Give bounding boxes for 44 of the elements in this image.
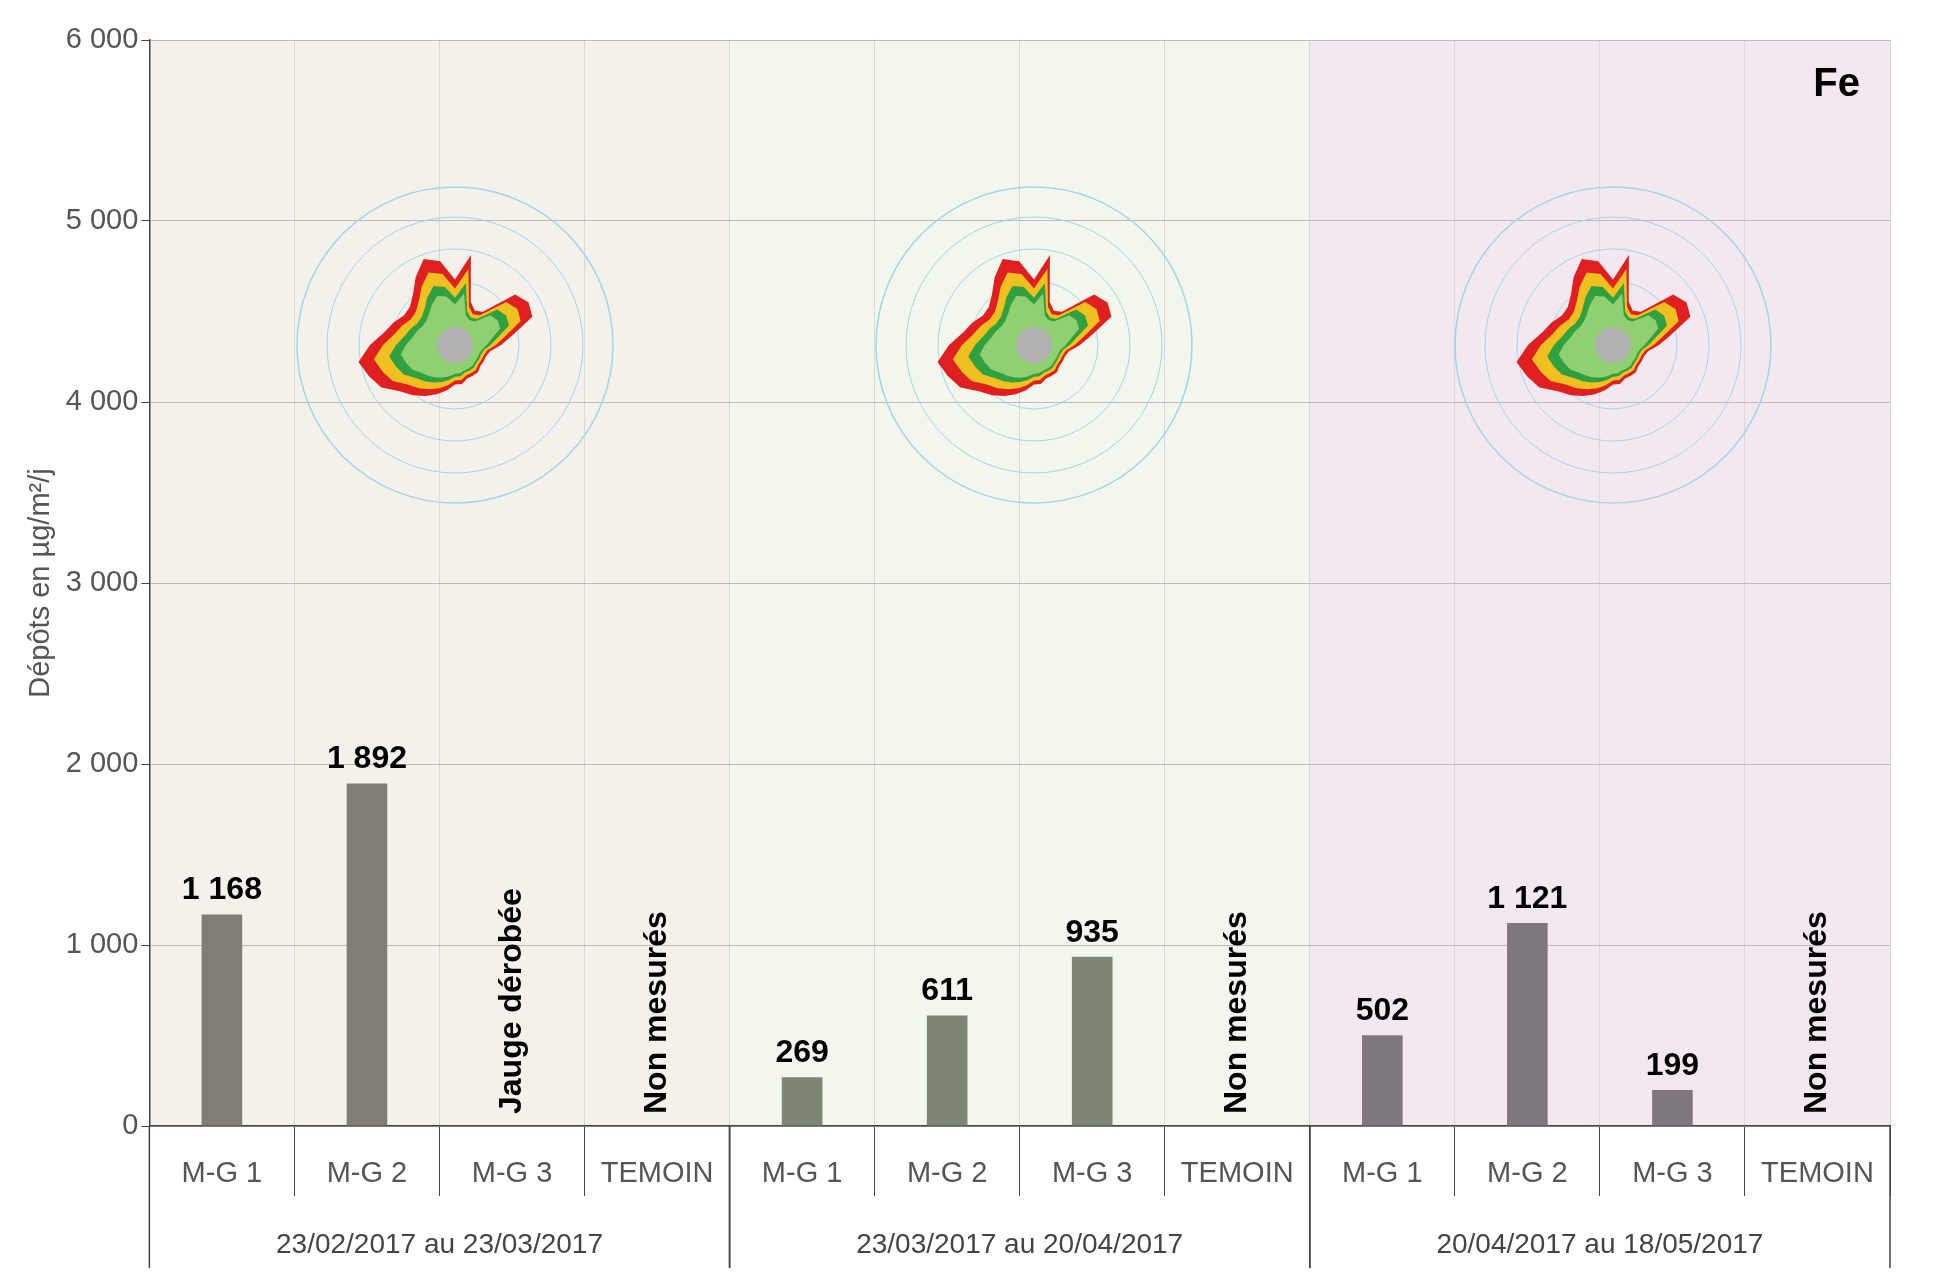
data-label: 1 892 (326, 739, 407, 776)
x-tick-label: M-G 2 (1487, 1156, 1568, 1188)
y-tick-label: 0 (122, 1108, 139, 1140)
y-tick-label: 1 000 (65, 927, 139, 959)
x-tick-label: M-G 2 (906, 1156, 988, 1188)
x-tick-label: M-G 1 (1342, 1156, 1423, 1188)
bar (781, 1077, 823, 1126)
x-tick-label: M-G 3 (1632, 1156, 1713, 1188)
x-tick-label: TEMOIN (1761, 1156, 1874, 1188)
text: Jauge dérobée (491, 888, 528, 1114)
text: 23/03/2017 au 20/04/2017 (856, 1227, 1184, 1259)
x-tick-label: M-G 3 (1051, 1156, 1133, 1188)
x-tick-label: M-G 3 (471, 1156, 553, 1188)
data-label: 1 121 (1487, 878, 1568, 915)
bar (1362, 1035, 1403, 1126)
text: Non mesurés (636, 911, 673, 1114)
data-label: 611 (921, 971, 973, 1008)
data-label: 269 (775, 1033, 829, 1070)
y-tick-label: 2 000 (65, 746, 139, 778)
y-tick-label: 3 000 (65, 565, 139, 597)
bar (201, 914, 243, 1126)
bar (346, 783, 388, 1126)
bar (1071, 956, 1113, 1126)
data-label: 935 (1065, 912, 1119, 949)
y-tick-label: 4 000 (65, 384, 139, 416)
y-axis-title: Dépôts en µg/m²/j (23, 468, 56, 698)
text: Non mesurés (1797, 911, 1834, 1114)
annotation: Fe (1813, 60, 1860, 105)
x-tick-label: TEMOIN (1180, 1156, 1294, 1188)
x-tick-label: TEMOIN (600, 1156, 714, 1188)
x-tick-label: M-G 2 (326, 1156, 408, 1188)
text: 20/04/2017 au 18/05/2017 (1436, 1227, 1764, 1259)
bar (1507, 923, 1548, 1126)
data-label: 1 168 (181, 870, 262, 907)
bar (1652, 1089, 1693, 1126)
data-label: 199 (1645, 1045, 1700, 1082)
x-tick-label: M-G 1 (181, 1156, 263, 1188)
y-tick-label: 6 000 (65, 22, 139, 54)
text: 23/02/2017 au 23/03/2017 (275, 1227, 603, 1259)
y-tick-label: 5 000 (65, 203, 139, 235)
data-label: 502 (1355, 990, 1410, 1027)
bar (926, 1015, 968, 1126)
x-tick-label: M-G 1 (761, 1156, 843, 1188)
text: Non mesurés (1217, 911, 1254, 1114)
